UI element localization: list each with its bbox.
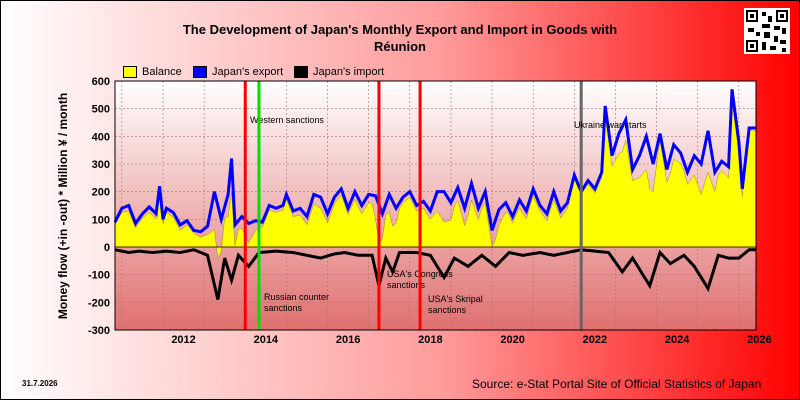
y-tick-label: 0: [104, 242, 110, 254]
x-tick-label: 2012: [171, 334, 195, 346]
y-tick-label: 600: [92, 76, 110, 88]
balance-area: [114, 100, 757, 259]
x-tick-label: 2026: [747, 334, 771, 346]
qr-code-icon: [744, 8, 790, 54]
legend-label-export: Japan's export: [212, 66, 284, 78]
legend-export: Japan's export: [193, 64, 283, 80]
y-axis-label: Money flow (+in -out) * Million ¥ / mont…: [56, 92, 70, 320]
x-tick-label: 2024: [665, 334, 690, 346]
export-line: [113, 89, 756, 234]
footer-source: Source: e-Stat Portal Site of Official S…: [472, 377, 762, 391]
y-tick-label: -200: [88, 297, 110, 309]
footer-date: 31.7.2026: [22, 379, 58, 388]
event-label: Ukraine war starts: [574, 120, 647, 130]
x-tick-label: 2014: [254, 334, 279, 346]
event-label: Western sanctions: [250, 115, 324, 125]
y-tick-label: 100: [92, 214, 110, 226]
x-tick-label: 2022: [583, 334, 607, 346]
y-tick-label: -300: [88, 325, 110, 337]
chart-title-line2: Réunion: [374, 39, 426, 54]
x-tick-label: 2018: [418, 334, 442, 346]
legend-import: Japan's import: [294, 64, 384, 80]
legend-swatch-balance: [123, 66, 137, 78]
y-tick-label: 500: [92, 104, 110, 116]
import-line: [114, 248, 756, 300]
x-tick-label: 2016: [336, 334, 360, 346]
event-label: Russian counter sanctions: [264, 292, 332, 313]
legend-label-balance: Balance: [142, 66, 182, 78]
legend-balance: Balance: [123, 64, 182, 80]
event-label: USA's Skripal sanctions: [428, 294, 485, 315]
y-tick-label: 200: [92, 187, 110, 199]
plot-border: [114, 80, 757, 331]
legend-label-import: Japan's import: [313, 66, 385, 78]
legend-swatch-export: [193, 66, 207, 78]
y-tick-label: 300: [92, 159, 110, 171]
chart-title-line1: The Development of Japan's Monthly Expor…: [182, 22, 618, 37]
y-tick-label: 400: [92, 131, 110, 143]
x-tick-label: 2020: [500, 334, 524, 346]
y-tick-label: -100: [88, 270, 110, 282]
legend-swatch-import: [294, 66, 308, 78]
